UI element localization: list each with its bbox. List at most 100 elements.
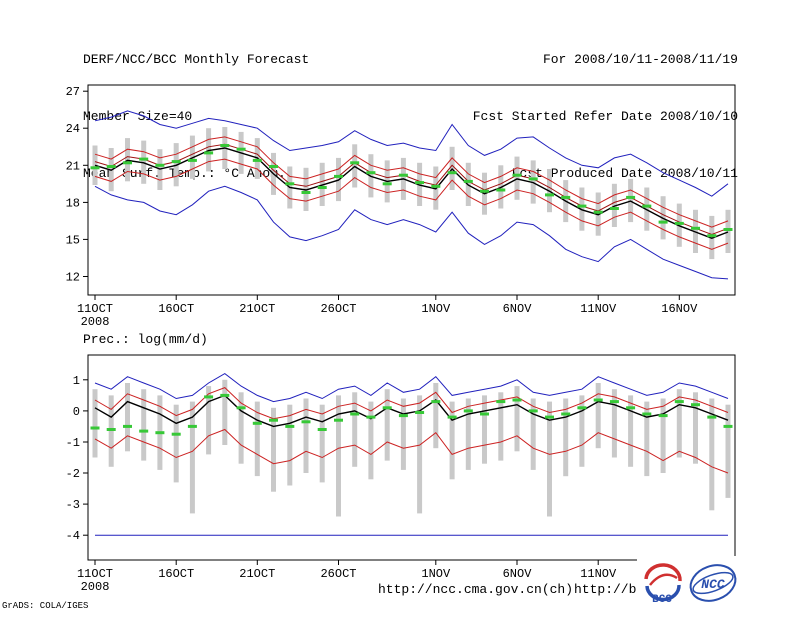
- spread-bar: [400, 398, 406, 470]
- obs-dash: [658, 220, 668, 224]
- ncc-logo-text: NCC: [701, 577, 725, 592]
- x-tick-sublabel: 2008: [81, 315, 110, 329]
- spread-bar: [660, 398, 666, 473]
- ncc-logo-inner-ellipse: [692, 571, 734, 595]
- spread-bar: [222, 379, 228, 445]
- obs-dash: [593, 398, 603, 402]
- obs-dash: [301, 420, 311, 424]
- y-tick-label: 18: [66, 196, 80, 210]
- spread-bar: [465, 398, 471, 470]
- obs-dash: [204, 151, 214, 155]
- x-tick-label: 16OCT: [158, 302, 194, 316]
- obs-dash: [398, 414, 408, 418]
- spread-bar: [693, 392, 698, 464]
- prec-upper-spread-line: [94, 387, 729, 420]
- y-tick-label: 0: [73, 405, 80, 419]
- spread-bar: [725, 404, 731, 498]
- obs-dash: [463, 409, 473, 413]
- obs-dash: [382, 406, 392, 410]
- obs-dash: [593, 210, 603, 214]
- spread-bar: [433, 383, 439, 449]
- obs-dash: [545, 415, 554, 419]
- x-tick-label: 26OCT: [320, 302, 356, 316]
- obs-dash: [691, 226, 700, 230]
- obs-dash: [496, 400, 506, 404]
- obs-dash: [723, 228, 733, 231]
- spread-bar: [676, 389, 682, 458]
- x-tick-label: 6NOV: [503, 567, 533, 581]
- obs-dash: [204, 395, 214, 399]
- x-tick-label: 16NOV: [661, 302, 698, 316]
- refer-date-label: Fcst Started Refer Date 2008/10/10: [472, 109, 738, 124]
- prec-ensemble-mean-line: [94, 394, 729, 428]
- spread-bar: [254, 401, 260, 477]
- obs-dash: [366, 415, 376, 419]
- prec-ensemble-max-line: [94, 372, 729, 403]
- spread-bar: [141, 389, 147, 461]
- obs-dash: [334, 418, 343, 422]
- obs-dash: [301, 191, 311, 194]
- bcc-logo-red-arc: [644, 563, 682, 582]
- obs-dash: [285, 424, 295, 428]
- y-tick-label: 12: [66, 271, 80, 285]
- spread-bar: [482, 395, 487, 464]
- spread-bar: [563, 398, 569, 477]
- obs-dash: [528, 409, 538, 413]
- obs-dash: [561, 195, 571, 199]
- prec-member-spread-bars: [92, 379, 731, 517]
- spread-bar: [368, 401, 374, 480]
- bcc-logo-red-swirl: [649, 573, 678, 586]
- obs-dash: [415, 411, 425, 414]
- x-tick-label: 26OCT: [320, 567, 356, 581]
- obs-dash: [269, 418, 278, 422]
- obs-dash: [187, 158, 197, 162]
- obs-dash: [220, 393, 230, 397]
- valid-range-label: For 2008/10/11-2008/11/19: [542, 52, 738, 67]
- y-tick-label: -3: [66, 498, 80, 512]
- obs-dash: [463, 179, 473, 183]
- spread-bar: [303, 398, 309, 473]
- obs-dash: [139, 157, 149, 161]
- obs-dash: [609, 207, 619, 210]
- x-tick-label: 11OCT: [77, 302, 113, 316]
- obs-dash: [415, 181, 425, 185]
- spread-bar: [336, 395, 341, 517]
- obs-dash: [139, 429, 149, 433]
- obs-dash: [642, 412, 652, 416]
- x-tick-label: 21OCT: [239, 567, 275, 581]
- obs-dash: [674, 400, 684, 404]
- temp-upper-spread-line: [94, 136, 729, 228]
- spread-bar: [92, 389, 98, 458]
- temp-ensemble-mean-line: [94, 147, 729, 239]
- temp-control-run-line: [94, 143, 729, 236]
- obs-dash: [155, 163, 165, 167]
- obs-dash: [155, 431, 165, 435]
- y-tick-label: 27: [66, 85, 80, 99]
- y-tick-label: 15: [66, 233, 80, 247]
- spread-bar: [287, 404, 293, 486]
- ncc-logo: NCC: [686, 556, 740, 612]
- spread-bar: [449, 401, 455, 480]
- spread-bar: [238, 392, 244, 464]
- obs-dash: [528, 177, 538, 181]
- prec-panel-title: Prec.: log(mm/d): [83, 332, 208, 347]
- obs-dash: [334, 174, 343, 178]
- spread-bar: [579, 395, 585, 467]
- bcc-logo-graphic: BCC: [637, 559, 687, 609]
- spread-bar: [498, 392, 504, 461]
- ncc-logo-outer-ellipse: [689, 564, 737, 602]
- obs-dash: [431, 400, 441, 404]
- temp-lower-spread-line: [94, 158, 729, 250]
- temp-observation-marks: [90, 144, 733, 238]
- obs-dash: [123, 424, 132, 428]
- y-tick-label: 21: [66, 159, 80, 173]
- x-tick-label: 21OCT: [239, 302, 275, 316]
- obs-dash: [707, 415, 717, 419]
- obs-dash: [220, 144, 230, 147]
- spread-bar: [206, 386, 212, 455]
- obs-dash: [707, 234, 717, 238]
- obs-dash: [106, 165, 116, 168]
- spread-bar: [384, 389, 390, 461]
